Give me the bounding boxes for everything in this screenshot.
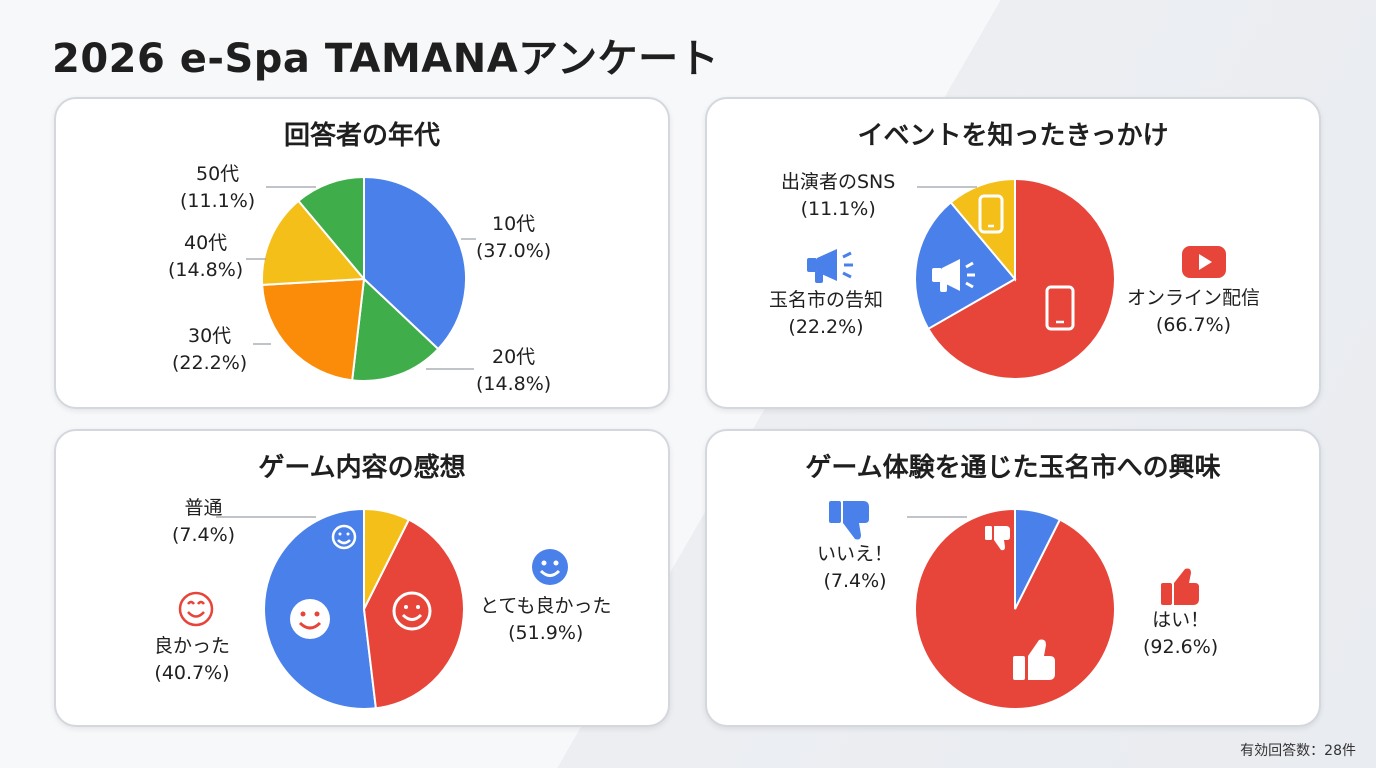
chart-title-game: ゲーム内容の感想 — [258, 453, 466, 483]
pie-slice-age-4 — [297, 175, 365, 282]
smartphone-slice-icon-sns — [978, 194, 1004, 234]
chart-card-source: イベントを知ったきっかけ — [705, 97, 1321, 409]
response-count: 有効回答数：28件 — [1240, 743, 1356, 759]
pie-slice-source-1 — [914, 200, 1017, 331]
slice-label-normal: 普通 (7.4%) — [172, 497, 236, 546]
pie-slice-age-2 — [261, 277, 366, 382]
slice-label-yes: はい！ (92.6%) — [1143, 609, 1219, 658]
slice-label-good: 良かった (40.7%) — [154, 635, 231, 684]
pie-chart-interest — [829, 501, 1199, 710]
slice-label-great: とても良かった (51.9%) — [480, 595, 612, 644]
slice-label-no: いいえ！ (7.4%) — [817, 543, 894, 592]
pie-chart-source — [807, 177, 1226, 380]
pie-slice-game-2 — [363, 507, 411, 610]
chart-title-interest: ゲーム体験を通じた玉名市への興味 — [805, 453, 1221, 483]
page-title: 2026 e-Spa TAMANAアンケート — [52, 36, 720, 82]
slice-label-city: 玉名市の告知 (22.2%) — [769, 289, 884, 338]
pie-slice-age-3 — [261, 199, 367, 286]
smartphone-slice-icon-online — [1045, 285, 1075, 331]
pie-slice-game-1 — [362, 518, 465, 710]
slice-label-20s: 20代 (14.8%) — [476, 346, 552, 395]
chart-title-source: イベントを知ったきっかけ — [857, 121, 1169, 151]
pie-chart-age — [246, 175, 476, 382]
slice-label-50s: 50代 (11.1%) — [180, 163, 256, 212]
smiley-icon-blue — [532, 549, 568, 585]
chart-card-interest: ゲーム体験を通じた玉名市への興味 いいえ！ (7.4%) はい！ (92.6%) — [705, 429, 1321, 727]
chart-card-age: 回答者の年代 10代 (37.0%) 20代 (14.8%) 30代 (22.2%) … — [54, 97, 670, 409]
smiley-slice-icon-great — [392, 591, 432, 631]
pie-slice-source-2 — [949, 177, 1016, 282]
thumbs-up-icon — [1161, 568, 1199, 605]
slice-label-10s: 10代 (37.0%) — [476, 213, 552, 262]
smiley-slice-icon-normal — [331, 524, 357, 550]
smiley-icon-red — [178, 591, 214, 627]
smiley-slice-icon-good — [290, 599, 330, 639]
pie-slice-age-1 — [351, 276, 440, 382]
youtube-icon — [1182, 246, 1226, 278]
pie-slice-age-0 — [363, 175, 467, 351]
slice-label-30s: 30代 (22.2%) — [172, 325, 248, 374]
pie-slice-interest-1 — [1014, 507, 1062, 610]
chart-card-game: ゲーム内容の感想 — [54, 429, 670, 727]
chart-title-age: 回答者の年代 — [283, 121, 440, 151]
megaphone-icon — [807, 249, 853, 283]
thumbs-up-slice-icon — [1013, 639, 1055, 680]
thumbs-down-icon — [829, 501, 869, 540]
slice-label-40s: 40代 (14.8%) — [168, 232, 244, 281]
slice-label-sns: 出演者のSNS (11.1%) — [781, 171, 896, 220]
pie-chart-game — [178, 507, 568, 710]
slice-label-online: オンライン配信 (66.7%) — [1127, 287, 1261, 336]
thumbs-down-slice-icon — [985, 526, 1010, 551]
megaphone-slice-icon — [932, 259, 975, 292]
